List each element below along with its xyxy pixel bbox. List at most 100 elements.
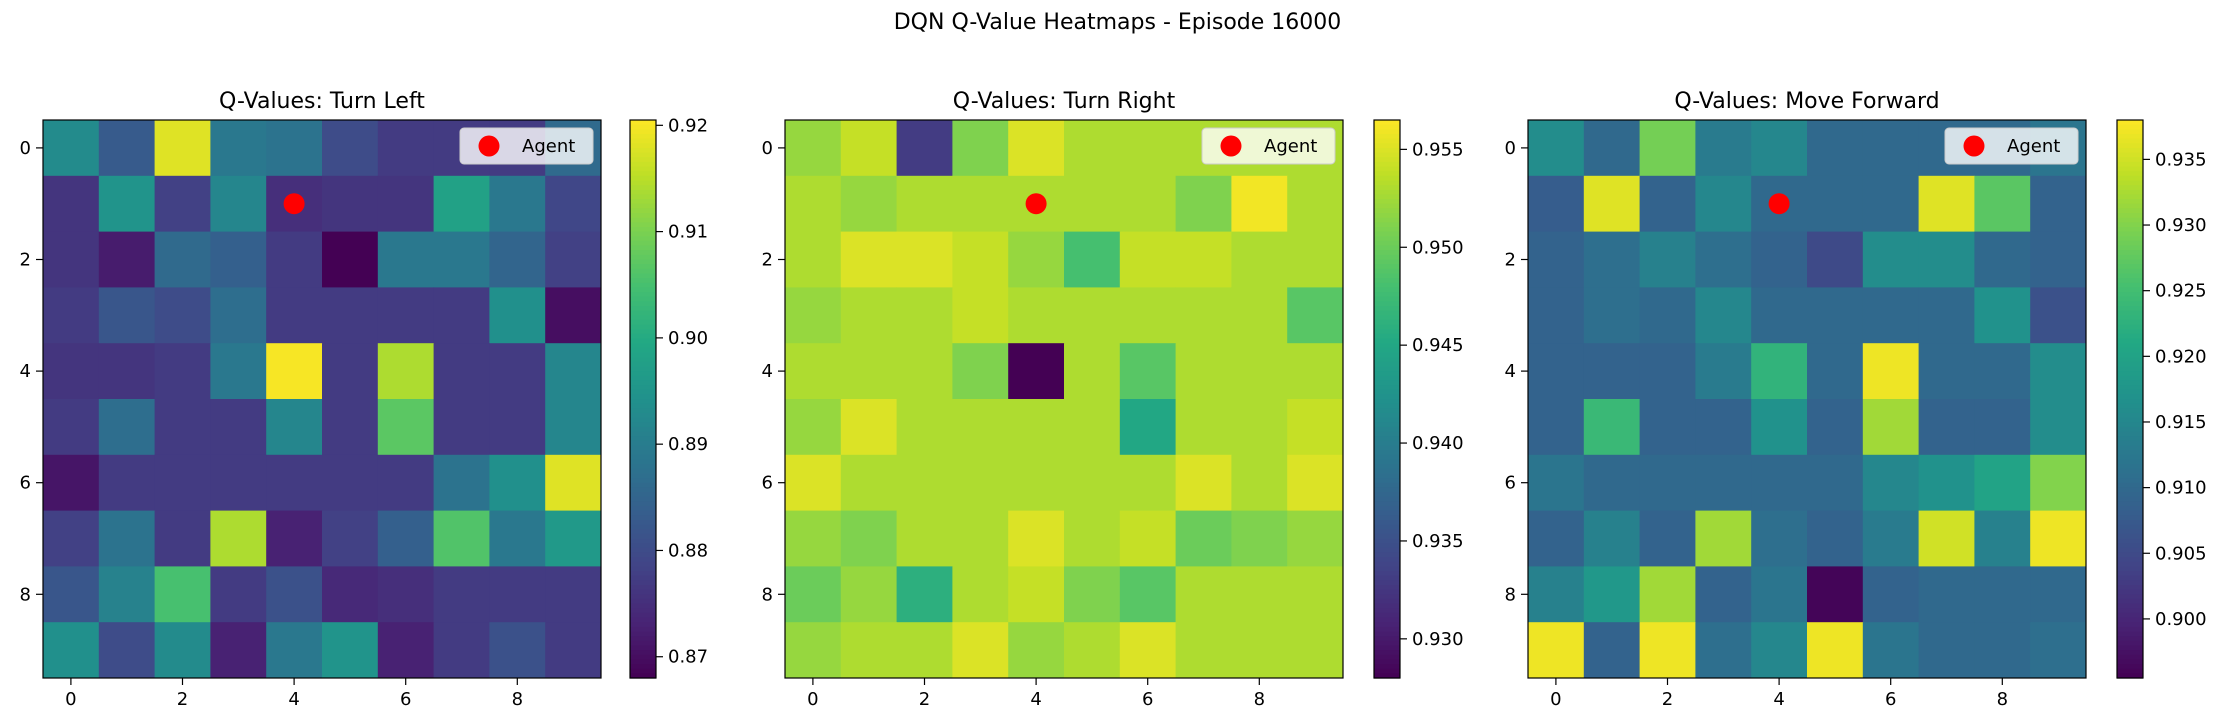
heatmap-cell — [489, 231, 546, 288]
heatmap-cell — [952, 231, 1009, 288]
heatmap-cell — [1918, 510, 1975, 567]
heatmap-cell — [785, 175, 842, 233]
colorbar-segment — [1374, 650, 1400, 656]
colorbar-segment — [2117, 319, 2143, 326]
colorbar-segment — [2117, 222, 2143, 228]
colorbar-segment — [2117, 640, 2143, 647]
heatmap-cell — [1175, 622, 1232, 679]
colorbar-segment — [630, 245, 656, 251]
colorbar-segment — [2117, 329, 2143, 335]
colorbar-segment — [630, 166, 656, 172]
heatmap-cell — [377, 175, 435, 233]
heatmap-cell — [1287, 622, 1344, 679]
colorbar-tick-label: 0.915 — [2155, 412, 2207, 433]
colorbar-segment — [630, 385, 656, 391]
colorbar-segment — [2117, 664, 2143, 670]
heatmap-cell — [1119, 120, 1177, 177]
colorbar-segment — [2117, 268, 2143, 275]
heatmap-cell — [896, 287, 953, 344]
heatmap-cell — [952, 287, 1009, 344]
colorbar-segment — [630, 501, 656, 507]
colorbar-segment — [630, 399, 656, 405]
axes-frame — [1527, 119, 2087, 679]
colorbar-segment — [2117, 194, 2143, 200]
colorbar-segment — [630, 422, 656, 428]
colorbar-segment — [630, 389, 656, 395]
colorbar-segment — [630, 124, 656, 130]
heatmap-cell — [840, 231, 898, 288]
x-tick-label: 4 — [288, 689, 299, 710]
heatmap-cell — [266, 231, 323, 288]
colorbar-segment — [1374, 278, 1400, 284]
colorbar-segment — [1374, 617, 1400, 623]
heatmap-cell — [98, 287, 156, 344]
heatmap-cell — [1231, 287, 1288, 344]
heatmap-cell — [1751, 454, 1808, 512]
heatmap-cell — [1119, 510, 1177, 567]
colorbar-segment — [630, 250, 656, 256]
colorbar-segment — [630, 510, 656, 516]
colorbar-segment — [2117, 236, 2143, 242]
heatmap-cell — [210, 399, 267, 456]
heatmap-cell — [1008, 510, 1065, 567]
colorbar-segment — [630, 468, 656, 474]
colorbar-segment — [630, 217, 656, 223]
colorbar-segment — [630, 347, 656, 354]
heatmap-cell — [2030, 510, 2087, 567]
heatmap-cell — [433, 510, 490, 567]
colorbar-segment — [2117, 468, 2143, 474]
heatmap-cell — [840, 566, 898, 623]
y-tick-label: 2 — [1505, 250, 1516, 271]
heatmap-cell — [43, 622, 100, 679]
colorbar-segment — [2117, 231, 2143, 237]
heatmap-cell — [1695, 120, 1752, 177]
colorbar-segment — [2117, 571, 2143, 577]
colorbar-segment — [2117, 622, 2143, 628]
heatmap-cell — [1064, 399, 1121, 456]
colorbar-segment — [630, 282, 656, 288]
heatmap-cell — [545, 399, 602, 456]
heatmap-cell — [1175, 175, 1232, 233]
heatmap-cell — [433, 399, 490, 456]
colorbar-tick-label: 0.91 — [668, 222, 708, 243]
colorbar-segment — [630, 231, 656, 237]
heatmap-cell — [1862, 120, 1920, 177]
heatmap-cell — [1064, 231, 1121, 288]
heatmap-cell — [98, 231, 156, 288]
colorbar-segment — [630, 259, 656, 265]
heatmap-cell — [489, 175, 546, 233]
heatmap-cell — [489, 343, 546, 400]
heatmap-cell — [1064, 343, 1121, 400]
colorbar-segment — [630, 278, 656, 284]
heatmap-cell — [840, 175, 898, 233]
heatmap-cell — [1008, 622, 1065, 679]
colorbar-segment — [630, 440, 656, 447]
legend-label: Agent — [1264, 136, 1317, 157]
heatmap-cell — [1918, 175, 1975, 233]
heatmap-cell — [210, 175, 267, 233]
heatmap-cell — [1528, 399, 1585, 456]
heatmap-cell — [896, 622, 953, 679]
colorbar-segment — [630, 171, 656, 177]
colorbar-segment — [2117, 310, 2143, 316]
colorbar-segment — [630, 152, 656, 158]
heatmap-cell — [1695, 287, 1752, 344]
colorbar-segment — [630, 417, 656, 423]
colorbar-segment — [1374, 389, 1400, 395]
colorbar-segment — [2117, 575, 2143, 581]
heatmap-cell — [1528, 566, 1585, 623]
colorbar-tick-label: 0.900 — [2155, 609, 2207, 630]
heatmap-cell — [1918, 454, 1975, 512]
colorbar-tick-label: 0.89 — [668, 434, 708, 455]
colorbar-segment — [630, 594, 656, 600]
heatmap-cell — [1807, 622, 1864, 679]
legend-marker — [1963, 135, 1985, 157]
colorbar-segment — [1374, 138, 1400, 144]
heatmap-cell — [1695, 231, 1752, 288]
colorbar-segment — [2117, 459, 2143, 465]
colorbar-segment — [1374, 561, 1400, 567]
x-tick-label: 0 — [65, 689, 76, 710]
heatmap-cell — [1064, 287, 1121, 344]
colorbar-segment — [2117, 561, 2143, 567]
colorbar-segment — [630, 450, 656, 456]
